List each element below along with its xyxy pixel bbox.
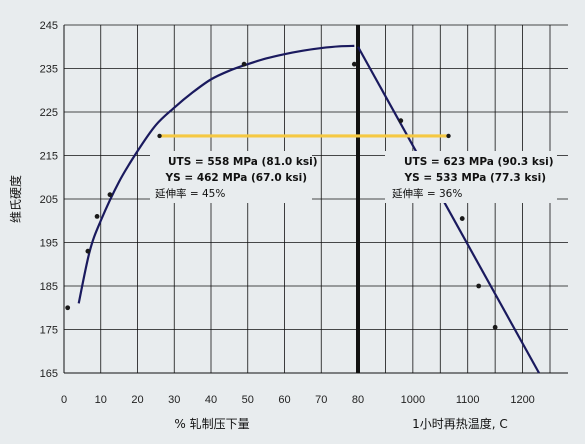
left-ys-label: YS = 462 MPa (67.0 ksi): [165, 172, 307, 184]
right-ys-label: YS = 533 MPa (77.3 ksi): [404, 172, 546, 184]
data-point-right: [492, 324, 498, 330]
y-tick-label: 215: [40, 151, 58, 163]
data-point-right: [459, 216, 465, 221]
right-uts-label: UTS = 623 MPa (90.3 ksi): [404, 156, 554, 168]
data-point-left: [65, 305, 71, 311]
y-tick-label: 205: [40, 194, 58, 206]
series-layer: [65, 25, 540, 374]
data-point-right: [476, 283, 482, 289]
data-point-left: [351, 61, 357, 67]
y-tick-label: 245: [40, 20, 58, 32]
y-tick-label: 195: [40, 238, 58, 250]
data-point-left: [85, 248, 91, 254]
x-axis-title-left: % 轧制压下量: [174, 417, 249, 431]
x-tick-label-left: 10: [95, 394, 107, 406]
x-tick-label-left: 50: [242, 394, 254, 406]
right-elongation-label: 延伸率 = 36%: [392, 187, 462, 200]
y-tick-label: 175: [40, 325, 58, 337]
x-tick-label-left: 60: [278, 394, 290, 406]
left-hardness-curve: [77, 44, 355, 304]
left-annotation-box: [150, 151, 312, 203]
data-point-left: [94, 214, 100, 219]
x-tick-label-left: 20: [131, 394, 143, 406]
x-tick-label-left: 0: [61, 394, 67, 406]
y-tick-label: 225: [40, 107, 58, 119]
y-tick-label: 185: [40, 281, 58, 293]
x-tick-label-left: 40: [205, 394, 217, 406]
right-annotation-box: [385, 151, 557, 203]
data-point-left: [107, 192, 113, 198]
axis-layer: 165 175 185 195 205 215 225 235 245 0 10 20 30 40 50 60…: [40, 20, 535, 406]
annotation-layer: UTS = 558 MPa (81.0 ksi) YS = 462 MPa (67…: [150, 151, 557, 203]
x-tick-label-right: 1200: [510, 394, 534, 406]
right-hardness-line: [357, 46, 540, 374]
yield-line-start-dot: [157, 133, 162, 139]
x-tick-label-right: 1100: [456, 394, 480, 406]
data-point-left: [241, 61, 247, 67]
x-tick-label-left: 70: [315, 394, 327, 406]
left-elongation-label: 延伸率 = 45%: [155, 187, 225, 200]
x-tick-label-left: 80: [352, 394, 364, 406]
y-tick-label: 235: [40, 64, 58, 76]
y-tick-label: 165: [40, 368, 58, 380]
yield-line-end-dot: [446, 133, 451, 139]
x-axis-title-right: 1小时再热温度, C: [412, 416, 508, 431]
x-tick-label-left: 30: [168, 394, 180, 406]
y-axis-title: 维氏硬度: [8, 175, 23, 223]
data-point-right: [398, 118, 404, 124]
x-tick-label-right: 1000: [401, 394, 425, 406]
left-uts-label: UTS = 558 MPa (81.0 ksi): [168, 156, 318, 168]
